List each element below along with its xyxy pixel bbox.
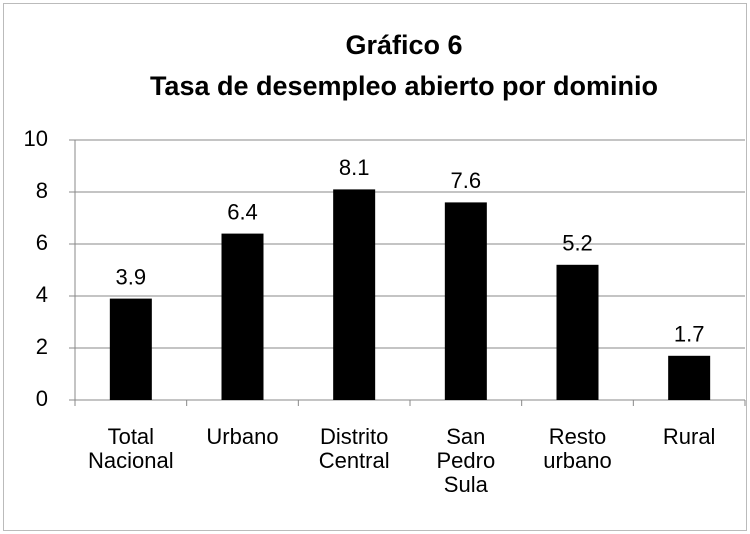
x-tick-label: Urbano	[206, 424, 278, 449]
chart-title: Gráfico 6	[345, 30, 462, 60]
data-label: 1.7	[674, 322, 705, 347]
x-tick-label: San Pedro Sula	[436, 424, 495, 497]
bar	[333, 189, 376, 400]
bar	[556, 264, 599, 400]
bar	[444, 202, 487, 400]
y-tick-label: 10	[24, 126, 48, 151]
chart-subtitle: Tasa de desempleo abierto por dominio	[150, 71, 658, 101]
y-tick-label: 6	[36, 230, 48, 255]
data-label: 8.1	[339, 155, 370, 180]
x-tick-label: Total Nacional	[88, 424, 174, 473]
y-tick-label: 0	[36, 386, 48, 411]
y-tick-label: 2	[36, 334, 48, 359]
data-label: 5.2	[562, 231, 593, 256]
bar	[109, 298, 152, 400]
bar	[221, 233, 264, 400]
y-tick-label: 8	[36, 178, 48, 203]
bar	[668, 355, 711, 400]
x-tick-label: Resto urbano	[543, 424, 612, 473]
data-label: 3.9	[116, 264, 147, 289]
y-tick-label: 4	[36, 282, 48, 307]
x-tick-label: Rural	[663, 424, 716, 449]
x-tick-label: Distrito Central	[319, 424, 390, 473]
data-label: 7.6	[451, 168, 482, 193]
data-label: 6.4	[227, 199, 258, 224]
